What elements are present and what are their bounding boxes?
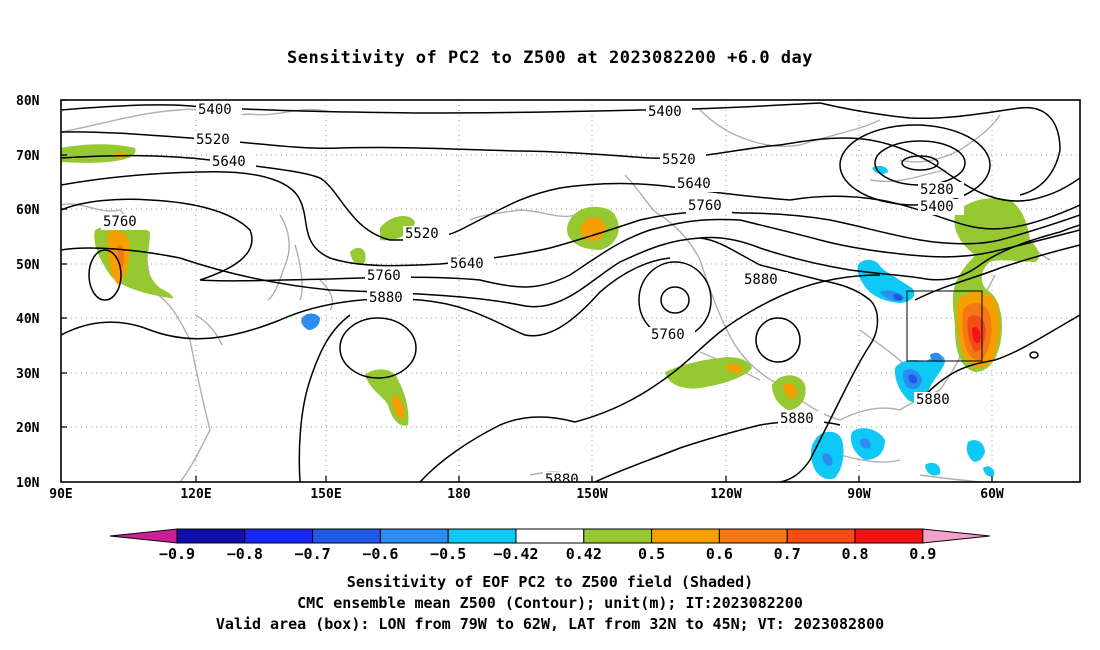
tick-marks: [61, 99, 993, 482]
colorbar-tick-label: 0.5: [638, 545, 665, 563]
colorbar-tick-label: 0.9: [909, 545, 936, 563]
contour-label: 5760: [688, 198, 722, 214]
colorbar-segment: [515, 528, 585, 544]
colorbar-tick-label: −0.7: [295, 545, 331, 563]
lat-label: 20N: [16, 421, 40, 436]
contour-label: 5400: [920, 199, 954, 215]
colorbar-segment: [786, 528, 856, 544]
colorbar-tick-label: −0.42: [493, 545, 538, 563]
contour-label: 5400: [648, 104, 682, 120]
caption-line: Sensitivity of EOF PC2 to Z500 field (Sh…: [346, 573, 754, 591]
latitude-labels: 80N 70N 60N 50N 40N 30N 20N 10N: [16, 94, 40, 491]
contour-label: 5760: [651, 327, 685, 343]
colorbar-low-extension: [109, 528, 178, 544]
colorbar-tick-label: −0.8: [227, 545, 263, 563]
colorbar-tick-label: 0.42: [566, 545, 602, 563]
colorbar-tick-label: 0.7: [774, 545, 801, 563]
colorbar-segment: [854, 528, 924, 544]
contour-label: 5760: [103, 214, 137, 230]
colorbar-tick-label: 0.6: [706, 545, 733, 563]
lat-label: 80N: [16, 94, 40, 109]
lon-label: 120W: [710, 487, 741, 502]
contour-label: 5880: [545, 472, 579, 488]
colorbar-segment: [583, 528, 653, 544]
colorbar-tick-label: −0.9: [159, 545, 195, 563]
lon-label: 60W: [980, 487, 1004, 502]
colorbar-segment: [651, 528, 720, 544]
plot-frame: [60, 99, 1081, 483]
plot-title: Sensitivity of PC2 to Z500 at 2023082200…: [286, 48, 813, 68]
figure-caption: Sensitivity of EOF PC2 to Z500 field (Sh…: [0, 572, 1100, 635]
lat-label: 70N: [16, 149, 40, 164]
colorbar-segment: [379, 528, 449, 544]
sensitivity-shading: [61, 144, 1040, 480]
lat-label: 50N: [16, 258, 40, 273]
contour-label: 5400: [198, 102, 232, 118]
contour-label: 5520: [405, 226, 439, 242]
colorbar: −0.9 −0.8 −0.7 −0.6 −0.5 −0.42 0.42 0.5 0.6 0.7 0.…: [109, 528, 990, 563]
colorbar-segment: [176, 528, 246, 544]
lat-label: 40N: [16, 312, 40, 327]
colorbar-tick-label: 0.8: [841, 545, 868, 563]
lon-label: 90E: [49, 487, 72, 502]
contour-label: 5880: [744, 272, 778, 288]
caption-line: CMC ensemble mean Z500 (Contour); unit(m…: [297, 594, 803, 612]
contour-label: 5280: [920, 182, 954, 198]
contour-label: 5640: [677, 176, 711, 192]
contour-label: 5880: [369, 290, 403, 306]
colorbar-high-extension: [922, 528, 990, 544]
contour-label: 5640: [450, 256, 484, 272]
longitude-labels: 90E 120E 150E 180 150W 120W 90W 60W: [49, 487, 1004, 502]
contour-label: 5880: [780, 411, 814, 427]
lat-label: 30N: [16, 367, 40, 382]
lon-label: 150E: [310, 487, 341, 502]
colorbar-segment: [312, 528, 381, 544]
lat-label: 10N: [16, 476, 40, 491]
caption-line: Valid area (box): LON from 79W to 62W, L…: [215, 615, 885, 633]
contour-label: 5760: [367, 268, 401, 284]
gridlines: [61, 100, 1080, 482]
colorbar-segment: [447, 528, 517, 544]
colorbar-tick-label: −0.5: [430, 545, 466, 563]
contour-label: 5520: [662, 152, 696, 168]
lon-label: 90W: [847, 487, 871, 502]
contour-label: 5520: [196, 132, 230, 148]
contour-labels: 5400 5400 5520 5520 5640 5640 5640 5760 …: [101, 102, 964, 488]
colorbar-segment: [718, 528, 788, 544]
colorbar-tick-label: −0.6: [362, 545, 398, 563]
lat-label: 60N: [16, 203, 40, 218]
lon-label: 120E: [180, 487, 211, 502]
z500-contours: [61, 102, 1080, 482]
lon-label: 150W: [576, 487, 607, 502]
colorbar-segment: [244, 528, 314, 544]
contour-label: 5880: [916, 392, 950, 408]
contour-label: 5640: [212, 154, 246, 170]
valid-area-box: [906, 290, 983, 362]
lon-label: 180: [447, 487, 471, 502]
